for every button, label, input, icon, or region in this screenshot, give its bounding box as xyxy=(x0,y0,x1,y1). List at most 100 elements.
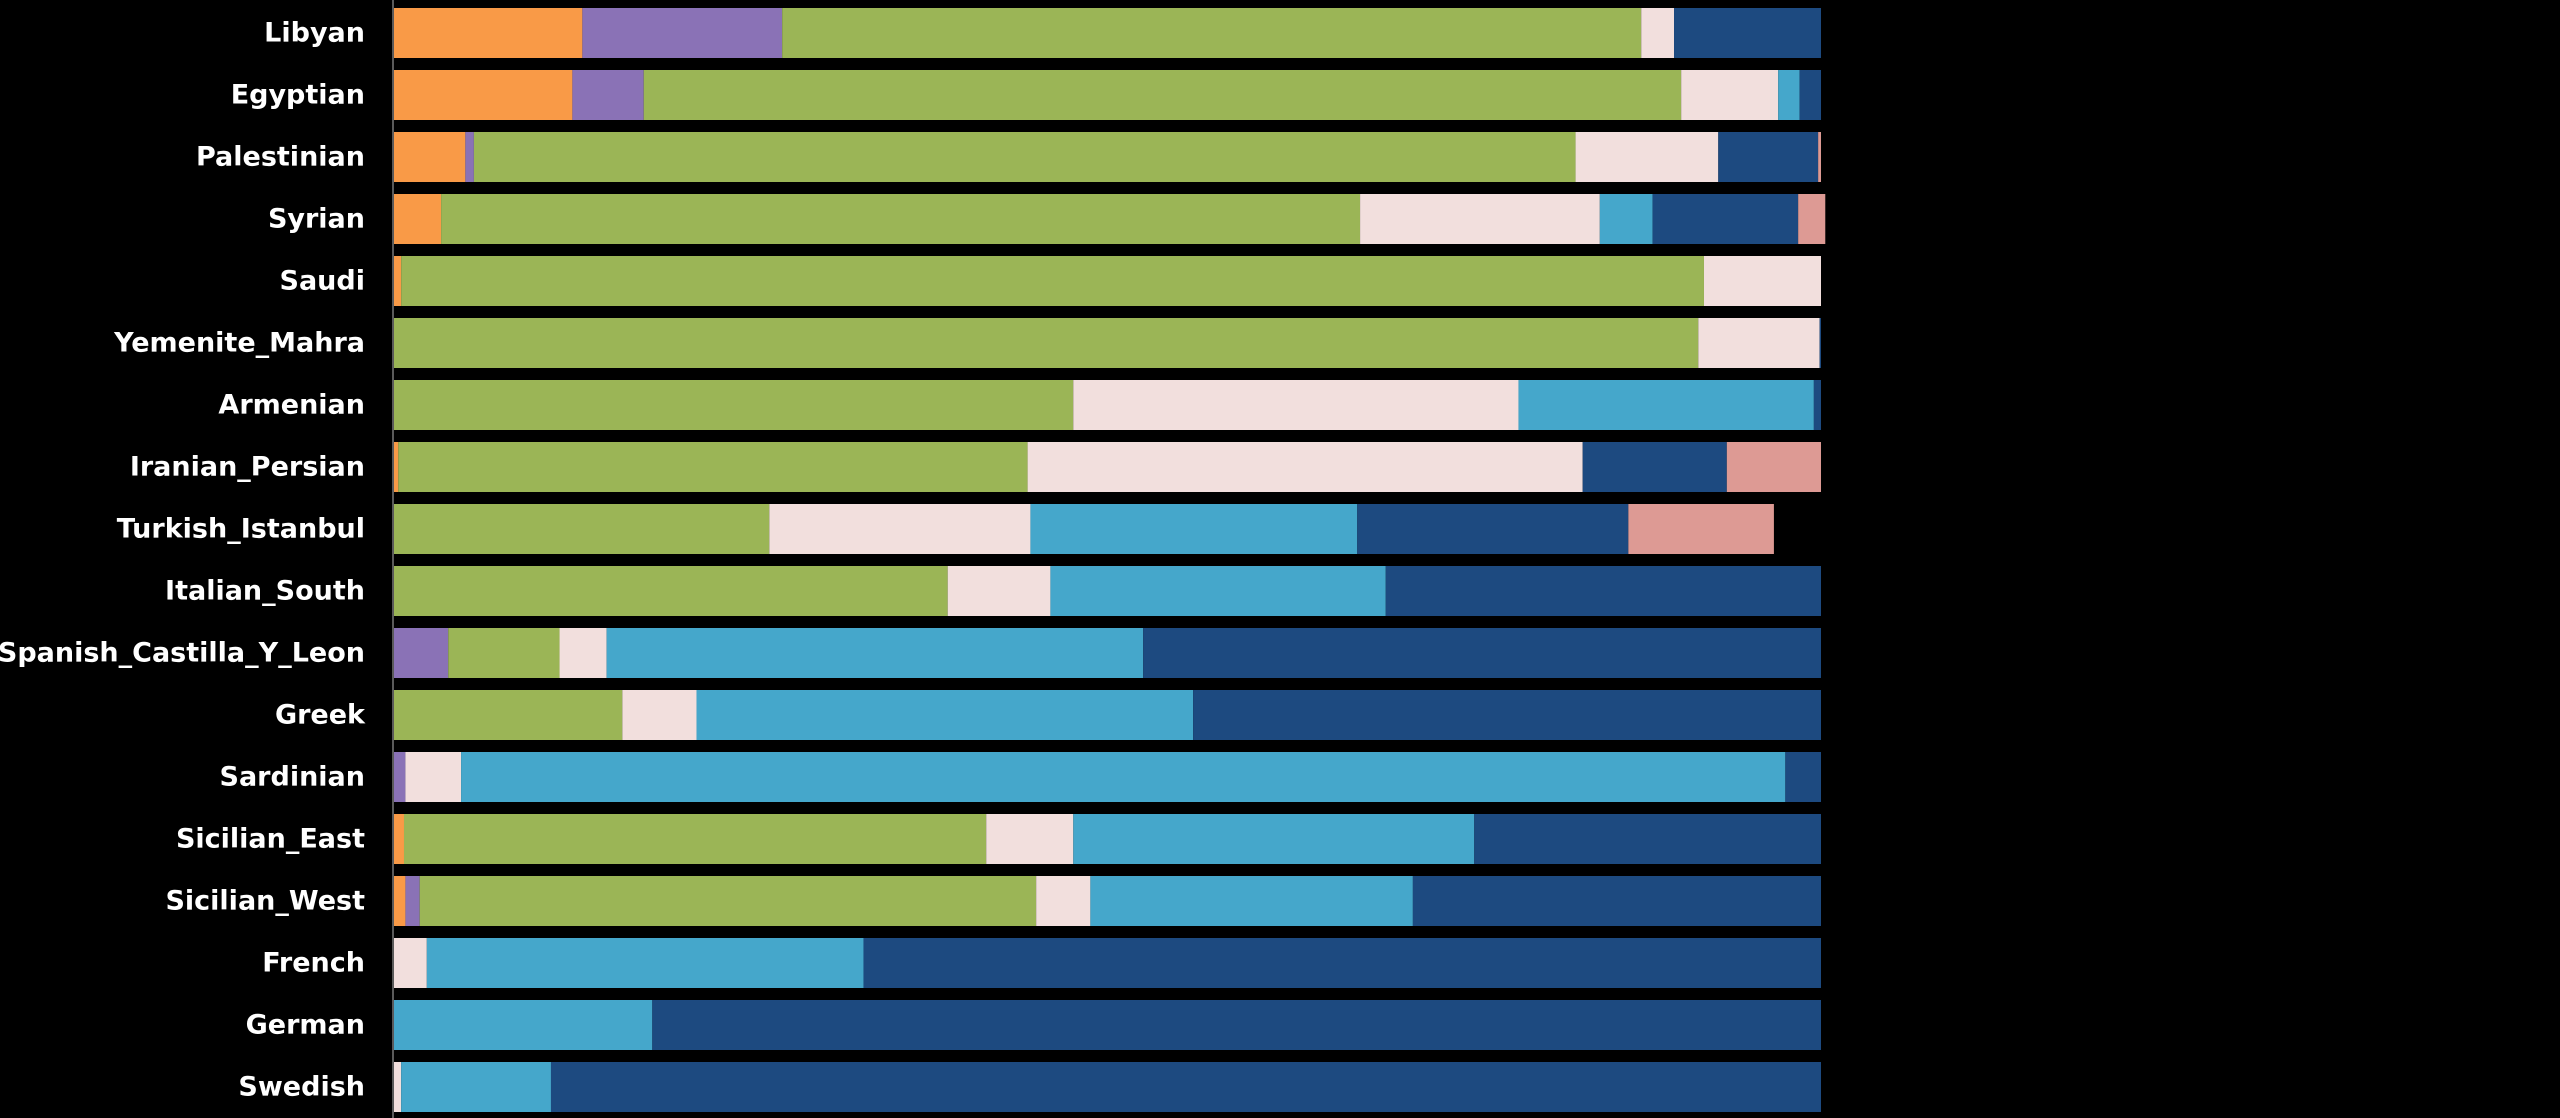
bar-segment xyxy=(394,1000,653,1050)
bar-segment xyxy=(1027,442,1583,492)
bar-segment xyxy=(1641,8,1675,58)
bar-segment xyxy=(394,132,466,182)
bar-segment xyxy=(1193,690,1821,740)
bar-segment xyxy=(1628,504,1774,554)
bar-segment xyxy=(441,194,1361,244)
bar-segment xyxy=(394,566,948,616)
bar-segment xyxy=(1385,566,1821,616)
bar-segment xyxy=(606,628,1144,678)
bar-segment xyxy=(465,132,474,182)
bar-segment xyxy=(394,628,449,678)
bar-segment xyxy=(1698,318,1820,368)
bar-segment xyxy=(1785,752,1821,802)
bar-segment xyxy=(398,442,1028,492)
bar-segment xyxy=(394,380,1074,430)
bar-segment xyxy=(1474,814,1821,864)
category-label: Yemenite_Mahra xyxy=(113,328,365,359)
bar-segment xyxy=(394,1062,402,1112)
bar-segment xyxy=(394,814,404,864)
bar-segment xyxy=(1030,504,1358,554)
category-label: Spanish_Castilla_Y_Leon xyxy=(0,638,365,669)
bar-segment xyxy=(550,1062,1821,1112)
bar-segment xyxy=(986,814,1074,864)
category-label: Palestinian xyxy=(196,142,365,173)
bar-segment xyxy=(401,256,1704,306)
bar-segment xyxy=(394,504,770,554)
bar-segment xyxy=(394,938,427,988)
bar-segment xyxy=(1412,876,1821,926)
bar-segment xyxy=(394,442,399,492)
bar-segment xyxy=(1582,442,1727,492)
bar-segment xyxy=(403,814,987,864)
bar-segment xyxy=(1681,70,1779,120)
bar-segment xyxy=(1818,132,1821,182)
bar-segment xyxy=(1073,814,1475,864)
bar-segment xyxy=(1798,194,1826,244)
bar-segment xyxy=(622,690,697,740)
category-label: Sicilian_West xyxy=(165,886,365,917)
bar-segment xyxy=(643,70,1682,120)
category-label: French xyxy=(262,948,365,979)
category-label: Greek xyxy=(275,700,366,731)
category-label: Italian_South xyxy=(165,576,365,607)
bar-segment xyxy=(394,752,406,802)
bar-segment xyxy=(1726,442,1821,492)
bar-segment xyxy=(1073,380,1519,430)
bar-segment xyxy=(394,318,1699,368)
category-label: Turkish_Istanbul xyxy=(117,514,365,545)
bar-segment xyxy=(1778,70,1800,120)
bar-segment xyxy=(1143,628,1821,678)
bar-segment xyxy=(394,194,442,244)
bar-segment xyxy=(394,256,402,306)
bar-segment xyxy=(769,504,1031,554)
bar-segment xyxy=(1357,504,1629,554)
bar-segment xyxy=(947,566,1051,616)
bar-segment xyxy=(394,70,573,120)
category-label: Sardinian xyxy=(220,762,365,793)
bar-segment xyxy=(696,690,1194,740)
category-label: German xyxy=(246,1010,365,1041)
bar-segment xyxy=(559,628,607,678)
bar-segment xyxy=(1674,8,1821,58)
category-label: Sicilian_East xyxy=(176,824,365,855)
bar-segment xyxy=(863,938,1821,988)
bar-segment xyxy=(1036,876,1091,926)
bar-segment xyxy=(405,752,462,802)
category-label: Libyan xyxy=(264,18,365,49)
category-label: Armenian xyxy=(218,390,365,421)
bar-segment xyxy=(1599,194,1653,244)
category-label: Syrian xyxy=(268,204,365,235)
bar-segment xyxy=(448,628,560,678)
bar-segment xyxy=(1799,70,1822,120)
bar-segment xyxy=(652,1000,1821,1050)
category-label: Swedish xyxy=(238,1072,365,1103)
category-labels: Libyan Egyptian Palestinian Syrian Saudi Yeme… xyxy=(0,18,366,1103)
bar-segment xyxy=(426,938,864,988)
bar-segment xyxy=(1518,380,1814,430)
bar-segment xyxy=(1652,194,1799,244)
bar-segment xyxy=(394,690,623,740)
bar-segment xyxy=(1360,194,1600,244)
bar-segment xyxy=(405,876,420,926)
bar-segment xyxy=(1050,566,1386,616)
bar-segment xyxy=(1090,876,1413,926)
category-label: Egyptian xyxy=(231,80,365,111)
bar-segment xyxy=(1813,380,1821,430)
bar-segment xyxy=(1575,132,1719,182)
bar-segment xyxy=(419,876,1037,926)
bar-segment xyxy=(572,70,644,120)
bar-segment xyxy=(394,876,406,926)
bar-segment xyxy=(1819,318,1821,368)
bar-segment xyxy=(782,8,1642,58)
bar-segment xyxy=(394,8,583,58)
bar-segment xyxy=(582,8,783,58)
bar-segment xyxy=(401,1062,551,1112)
bar-segment xyxy=(461,752,1786,802)
bar-segment xyxy=(1718,132,1819,182)
category-label: Iranian_Persian xyxy=(130,452,365,483)
category-label: Saudi xyxy=(280,266,365,297)
bar-segment xyxy=(473,132,1576,182)
bar-segment xyxy=(1703,256,1821,306)
